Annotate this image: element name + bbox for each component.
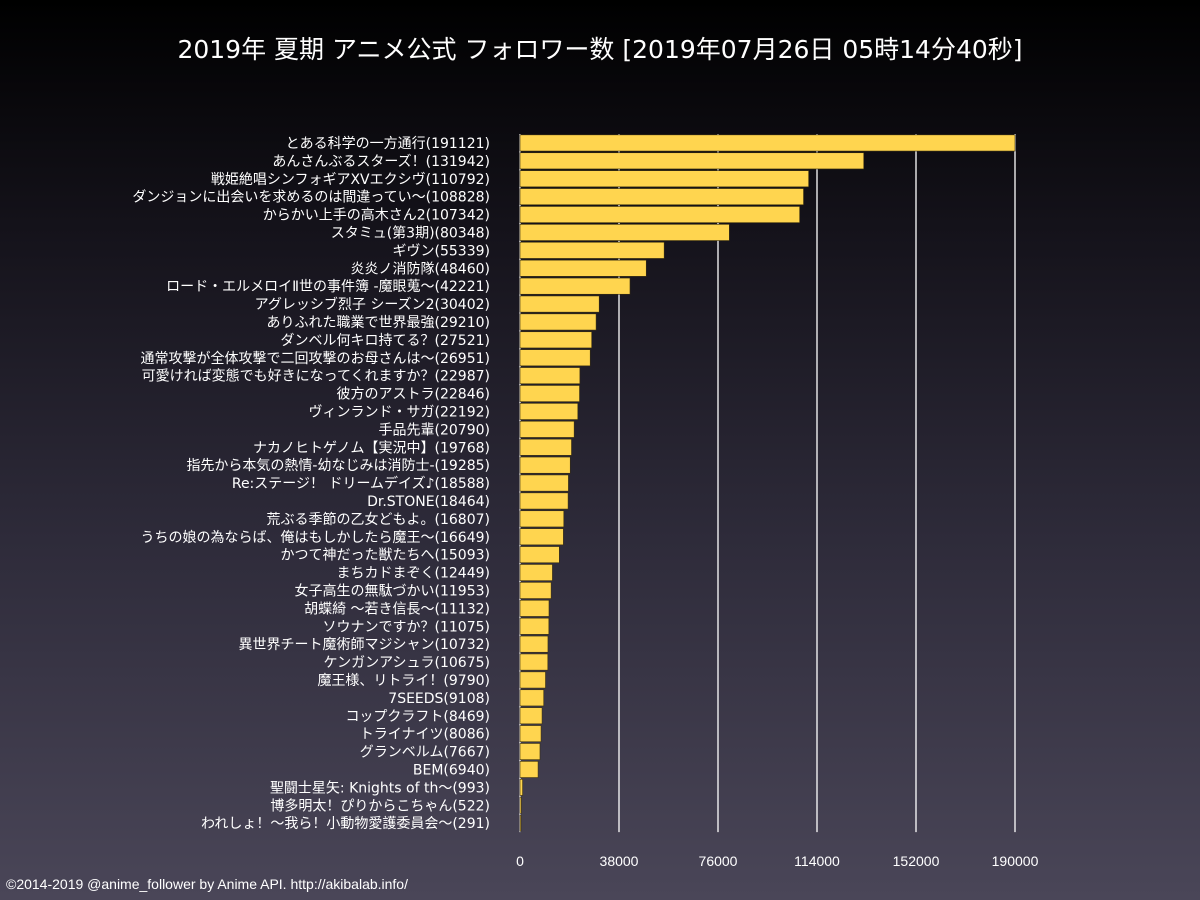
bar	[519, 438, 572, 456]
category-label: 可愛ければ変態でも好きになってくれますか？(22987)	[142, 368, 490, 385]
bar	[519, 403, 579, 420]
category-label: 手品先輩(20790)	[379, 422, 490, 438]
category-label: 博多明太！ぴりからこちゃん(522)	[270, 797, 490, 814]
bar	[519, 313, 597, 331]
x-tick-label: 190000	[992, 853, 1039, 869]
category-label: からかい上手の高木さん2(107342)	[263, 207, 490, 224]
bar	[519, 707, 543, 725]
category-label: Dr.STONE(18464)	[367, 494, 490, 510]
category-label: アグレッシブ烈子 シーズン2(30402)	[255, 296, 490, 313]
bar	[519, 224, 730, 241]
bar	[519, 617, 550, 635]
category-label: 指先から本気の熱情-幼なじみは消防士-(19285)	[186, 458, 490, 474]
category-label: うちの娘の為ならば、俺はもしかしたら魔王〜(16649)	[141, 530, 490, 546]
category-label: 戦姫絶唱シンフォギアXVエクシヴ(110792)	[211, 171, 490, 188]
footer-credit: ©2014-2019 @anime_follower by Anime API.…	[6, 876, 408, 892]
x-tick-label: 0	[516, 853, 524, 869]
category-label: とある科学の一方通行(191121)	[286, 136, 490, 152]
category-label: ナカノヒトゲノム【実況中】(19768)	[253, 440, 490, 456]
category-label: かつて神だった獣たちへ(15093)	[281, 548, 490, 564]
bar	[519, 564, 553, 581]
bar	[519, 653, 549, 671]
x-tick-label: 114000	[794, 853, 840, 869]
bar	[519, 349, 591, 367]
bar	[519, 725, 542, 743]
bar	[519, 331, 592, 349]
bar	[519, 188, 804, 206]
bar	[519, 277, 631, 295]
bar	[519, 671, 546, 689]
bar	[519, 367, 581, 385]
x-tick-label: 38000	[600, 853, 639, 869]
bar	[519, 456, 571, 474]
bar	[519, 474, 569, 492]
bar	[519, 599, 550, 617]
bar	[519, 385, 580, 402]
bar	[519, 206, 800, 223]
bar	[519, 420, 575, 438]
x-tick-label: 152000	[893, 853, 940, 869]
category-label: 7SEEDS(9108)	[388, 691, 490, 707]
category-label: ロード・エルメロイⅡ世の事件簿 -魔眼蒐〜(42221)	[166, 279, 490, 295]
bar	[519, 689, 545, 707]
category-label: 女子高生の無駄づかい(11953)	[295, 582, 490, 599]
bar	[519, 259, 647, 277]
category-label: グランベルム(7667)	[360, 745, 490, 761]
category-label: ギヴン(55339)	[393, 242, 490, 259]
category-label: Re:ステージ！ ドリームデイズ♪(18588)	[232, 475, 490, 492]
category-label: 荒ぶる季節の乙女どもよ。(16807)	[267, 511, 490, 528]
bar	[519, 492, 569, 510]
category-label: 異世界チート魔術師マジシャン(10732)	[239, 637, 490, 653]
category-label: 魔王様、リトライ！(9790)	[317, 673, 490, 689]
category-label: ダンベル何キロ持てる？(27521)	[281, 333, 490, 349]
bar	[519, 796, 522, 814]
bar	[519, 152, 865, 170]
category-label: ヴィンランド・サガ(22192)	[309, 403, 490, 420]
bar	[519, 528, 564, 546]
x-tick-label: 76000	[699, 853, 738, 869]
category-label: BEM(6940)	[413, 762, 490, 778]
category-label: ケンガンアシュラ(10675)	[324, 655, 490, 671]
bar	[519, 761, 539, 778]
category-label: まちカドまぞく(12449)	[337, 566, 490, 582]
bar	[519, 743, 541, 760]
bar	[519, 546, 560, 564]
category-label: われしょ！〜我ら！小動物愛護委員会〜(291)	[201, 816, 490, 832]
category-label: ありふれた職業で世界最強(29210)	[267, 315, 490, 331]
bar	[519, 241, 665, 259]
bar	[519, 635, 549, 653]
bar	[519, 778, 523, 796]
category-label: スタミュ(第3期)(80348)	[331, 224, 490, 241]
bar	[519, 814, 522, 832]
bar	[519, 582, 552, 599]
bar	[519, 134, 1016, 152]
category-label: 通常攻撃が全体攻撃で二回攻撃のお母さんは〜(26951)	[141, 350, 490, 367]
bar	[519, 510, 565, 528]
category-label: 聖闘士星矢: Knights of th〜(993)	[270, 780, 490, 796]
category-label: あんさんぶるスターズ！(131942)	[272, 154, 490, 170]
category-label: ソウナンですか？(11075)	[323, 619, 490, 635]
category-label: ダンジョンに出会いを求めるのは間違ってい〜(108828)	[132, 190, 490, 206]
category-label: コップクラフト(8469)	[345, 709, 490, 725]
category-label: トライナイツ(8086)	[360, 727, 490, 743]
bar	[519, 295, 600, 313]
category-label: 炎炎ノ消防隊(48460)	[351, 261, 490, 277]
category-label: 彼方のアストラ(22846)	[337, 387, 490, 403]
category-label: 胡蝶綺 〜若き信長〜(11132)	[304, 601, 490, 617]
chart-title: 2019年 夏期 アニメ公式 フォロワー数 [2019年07月26日 05時14…	[177, 35, 1023, 64]
bar	[519, 170, 809, 188]
